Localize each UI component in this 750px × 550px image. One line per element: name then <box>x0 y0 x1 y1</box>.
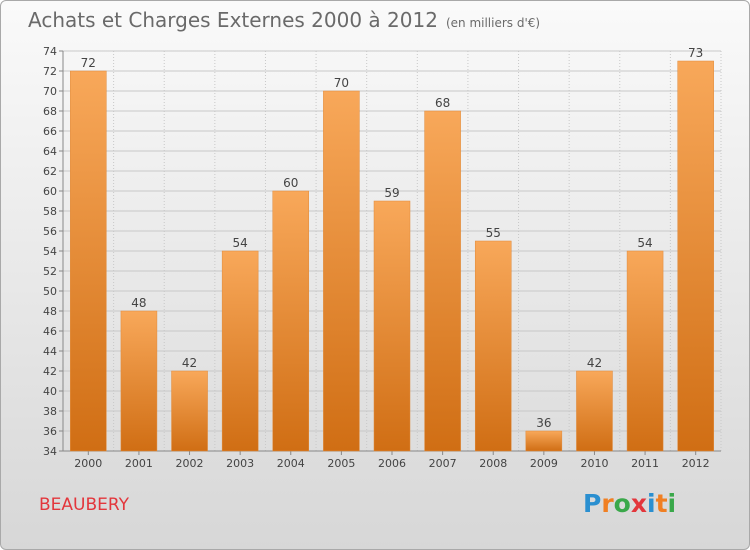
y-tick-label: 56 <box>43 225 57 238</box>
y-tick-label: 58 <box>43 205 57 218</box>
chart-title-text: Achats et Charges Externes 2000 à 2012 <box>28 8 438 32</box>
y-tick-label: 52 <box>43 265 57 278</box>
x-tick-label: 2007 <box>429 457 457 470</box>
y-tick-label: 60 <box>43 185 57 198</box>
x-tick-label: 2010 <box>580 457 608 470</box>
y-tick-label: 70 <box>43 85 57 98</box>
data-label-2010: 42 <box>587 356 602 370</box>
data-label-2008: 55 <box>486 226 501 240</box>
axes: 3436384042444648505254565860626466687072… <box>43 45 721 470</box>
data-labels: 72 48 42 54 60 70 59 68 55 36 42 54 73 <box>81 46 704 430</box>
bar-2012[interactable] <box>677 60 714 452</box>
x-tick-label: 2009 <box>530 457 558 470</box>
data-label-2006: 59 <box>384 186 399 200</box>
chart-unit: (en milliers d'€) <box>445 16 541 30</box>
x-tick-label: 2000 <box>74 457 102 470</box>
logo-letter: P <box>583 489 602 518</box>
data-label-2011: 54 <box>637 236 652 250</box>
y-tick-label: 48 <box>43 305 57 318</box>
bars <box>70 60 714 452</box>
bar-2011[interactable] <box>626 250 664 452</box>
y-tick-label: 36 <box>43 425 57 438</box>
chart-title: Achats et Charges Externes 2000 à 2012 (e… <box>28 8 540 32</box>
logo-letter: i <box>667 489 677 518</box>
y-tick-label: 46 <box>43 325 57 338</box>
bar-2009[interactable] <box>525 430 563 452</box>
logo-letter: o <box>613 489 631 518</box>
logo-letter: r <box>601 489 614 518</box>
bar-2010[interactable] <box>576 370 613 452</box>
y-tick-label: 42 <box>43 365 57 378</box>
y-tick-label: 64 <box>43 145 57 158</box>
logo-letter: i <box>647 489 656 518</box>
y-tick-label: 40 <box>43 385 57 398</box>
data-label-2001: 48 <box>131 296 146 310</box>
x-tick-label: 2002 <box>176 457 204 470</box>
bar-2008[interactable] <box>474 240 512 452</box>
bar-2000[interactable] <box>70 70 107 452</box>
y-tick-label: 50 <box>43 285 57 298</box>
x-tick-label: 2001 <box>125 457 153 470</box>
commune-name: BEAUBERY <box>39 495 129 515</box>
data-label-2005: 70 <box>334 76 349 90</box>
bar-2003[interactable] <box>221 250 259 452</box>
y-tick-label: 44 <box>43 345 57 358</box>
x-tick-label: 2005 <box>327 457 355 470</box>
y-tick-label: 34 <box>43 445 57 458</box>
y-tick-label: 72 <box>43 65 57 78</box>
x-tick-label: 2011 <box>631 457 659 470</box>
bar-2005[interactable] <box>323 90 360 452</box>
data-label-2002: 42 <box>182 356 197 370</box>
x-tick-label: 2003 <box>226 457 254 470</box>
bar-2002[interactable] <box>171 370 208 452</box>
y-tick-label: 68 <box>43 105 57 118</box>
data-label-2004: 60 <box>283 176 298 190</box>
x-tick-label: 2012 <box>682 457 710 470</box>
y-tick-label: 62 <box>43 165 57 178</box>
data-label-2003: 54 <box>233 236 248 250</box>
bar-2006[interactable] <box>373 200 411 452</box>
data-label-2007: 68 <box>435 96 450 110</box>
x-tick-label: 2008 <box>479 457 507 470</box>
data-label-2009: 36 <box>536 416 551 430</box>
logo-letter: x <box>630 489 647 518</box>
data-label-2000: 72 <box>81 56 96 70</box>
proxiti-logo[interactable]: Proxiti <box>583 489 676 518</box>
bar-2007[interactable] <box>424 110 461 452</box>
data-label-2012: 73 <box>688 46 703 60</box>
x-tick-label: 2004 <box>277 457 305 470</box>
x-tick-label: 2006 <box>378 457 406 470</box>
bar-2004[interactable] <box>272 190 310 452</box>
y-tick-label: 66 <box>43 125 57 138</box>
y-tick-label: 54 <box>43 245 57 258</box>
logo-letter: t <box>655 489 668 518</box>
bar-2001[interactable] <box>120 310 158 452</box>
y-tick-label: 74 <box>43 45 57 58</box>
y-tick-label: 38 <box>43 405 57 418</box>
